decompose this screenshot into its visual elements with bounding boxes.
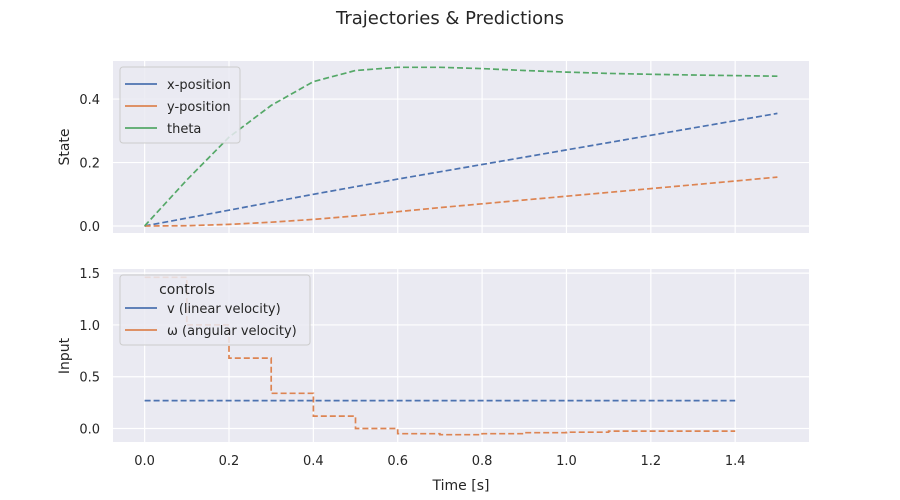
input-series-line-1: [144, 276, 736, 436]
input-series-lines: [144, 276, 736, 436]
state-series-line-1: [144, 176, 778, 227]
input-x-tick-label: 0.0: [134, 454, 155, 469]
input-y-tick-label: 1.5: [79, 267, 100, 282]
state-series-line-0: [144, 112, 778, 227]
input-x-tick-label: 0.4: [303, 454, 324, 469]
input-legend-label: ω (angular velocity): [167, 324, 297, 339]
input-legend-title: controls: [159, 282, 215, 298]
input-y-tick-label: 1.0: [79, 319, 100, 334]
input-y-tick-label: 0.5: [79, 371, 100, 386]
state-y-axis-label: State: [57, 128, 73, 165]
input-tick-labels: 0.0 0.5 1.0 1.5 0.0 0.2 0.4 0.6 0.8 1.0 1.2 1.4: [79, 267, 745, 469]
figure-title: Trajectories & Predictions: [335, 8, 564, 29]
input-axes: 0.0 0.5 1.0 1.5 0.0 0.2 0.4 0.6 0.8 1.0 1.2 1.4 Inp…: [57, 267, 809, 494]
input-x-tick-label: 1.0: [556, 454, 577, 469]
state-legend-label: y-position: [167, 100, 231, 115]
state-series-lines: [143, 66, 778, 227]
input-x-tick-label: 1.2: [640, 454, 661, 469]
state-legend-label: theta: [167, 122, 201, 137]
input-legend: controls v (linear velocity) ω (angular ve…: [119, 274, 311, 346]
state-legend-label: x-position: [167, 78, 231, 93]
input-x-tick-label: 1.4: [725, 454, 746, 469]
input-y-axis-label: Input: [57, 337, 73, 374]
state-legend-box: [119, 66, 241, 144]
x-axis-label: Time [s]: [432, 478, 490, 494]
state-tick-labels: 0.0 0.2 0.4: [79, 93, 100, 235]
state-legend: x-position y-position theta: [119, 66, 241, 144]
input-x-tick-label: 0.6: [387, 454, 408, 469]
input-legend-label: v (linear velocity): [167, 302, 281, 317]
state-y-tick-label: 0.2: [79, 157, 100, 172]
input-y-tick-label: 0.0: [79, 423, 100, 438]
input-x-tick-label: 0.8: [472, 454, 493, 469]
input-x-tick-label: 0.2: [219, 454, 240, 469]
state-y-tick-label: 0.4: [79, 93, 100, 108]
input-legend-box: [119, 274, 311, 346]
state-axes: 0.0 0.2 0.4 State x-position y-position thet…: [57, 61, 809, 235]
state-series-line-2: [143, 66, 778, 227]
state-y-tick-label: 0.0: [79, 220, 100, 235]
